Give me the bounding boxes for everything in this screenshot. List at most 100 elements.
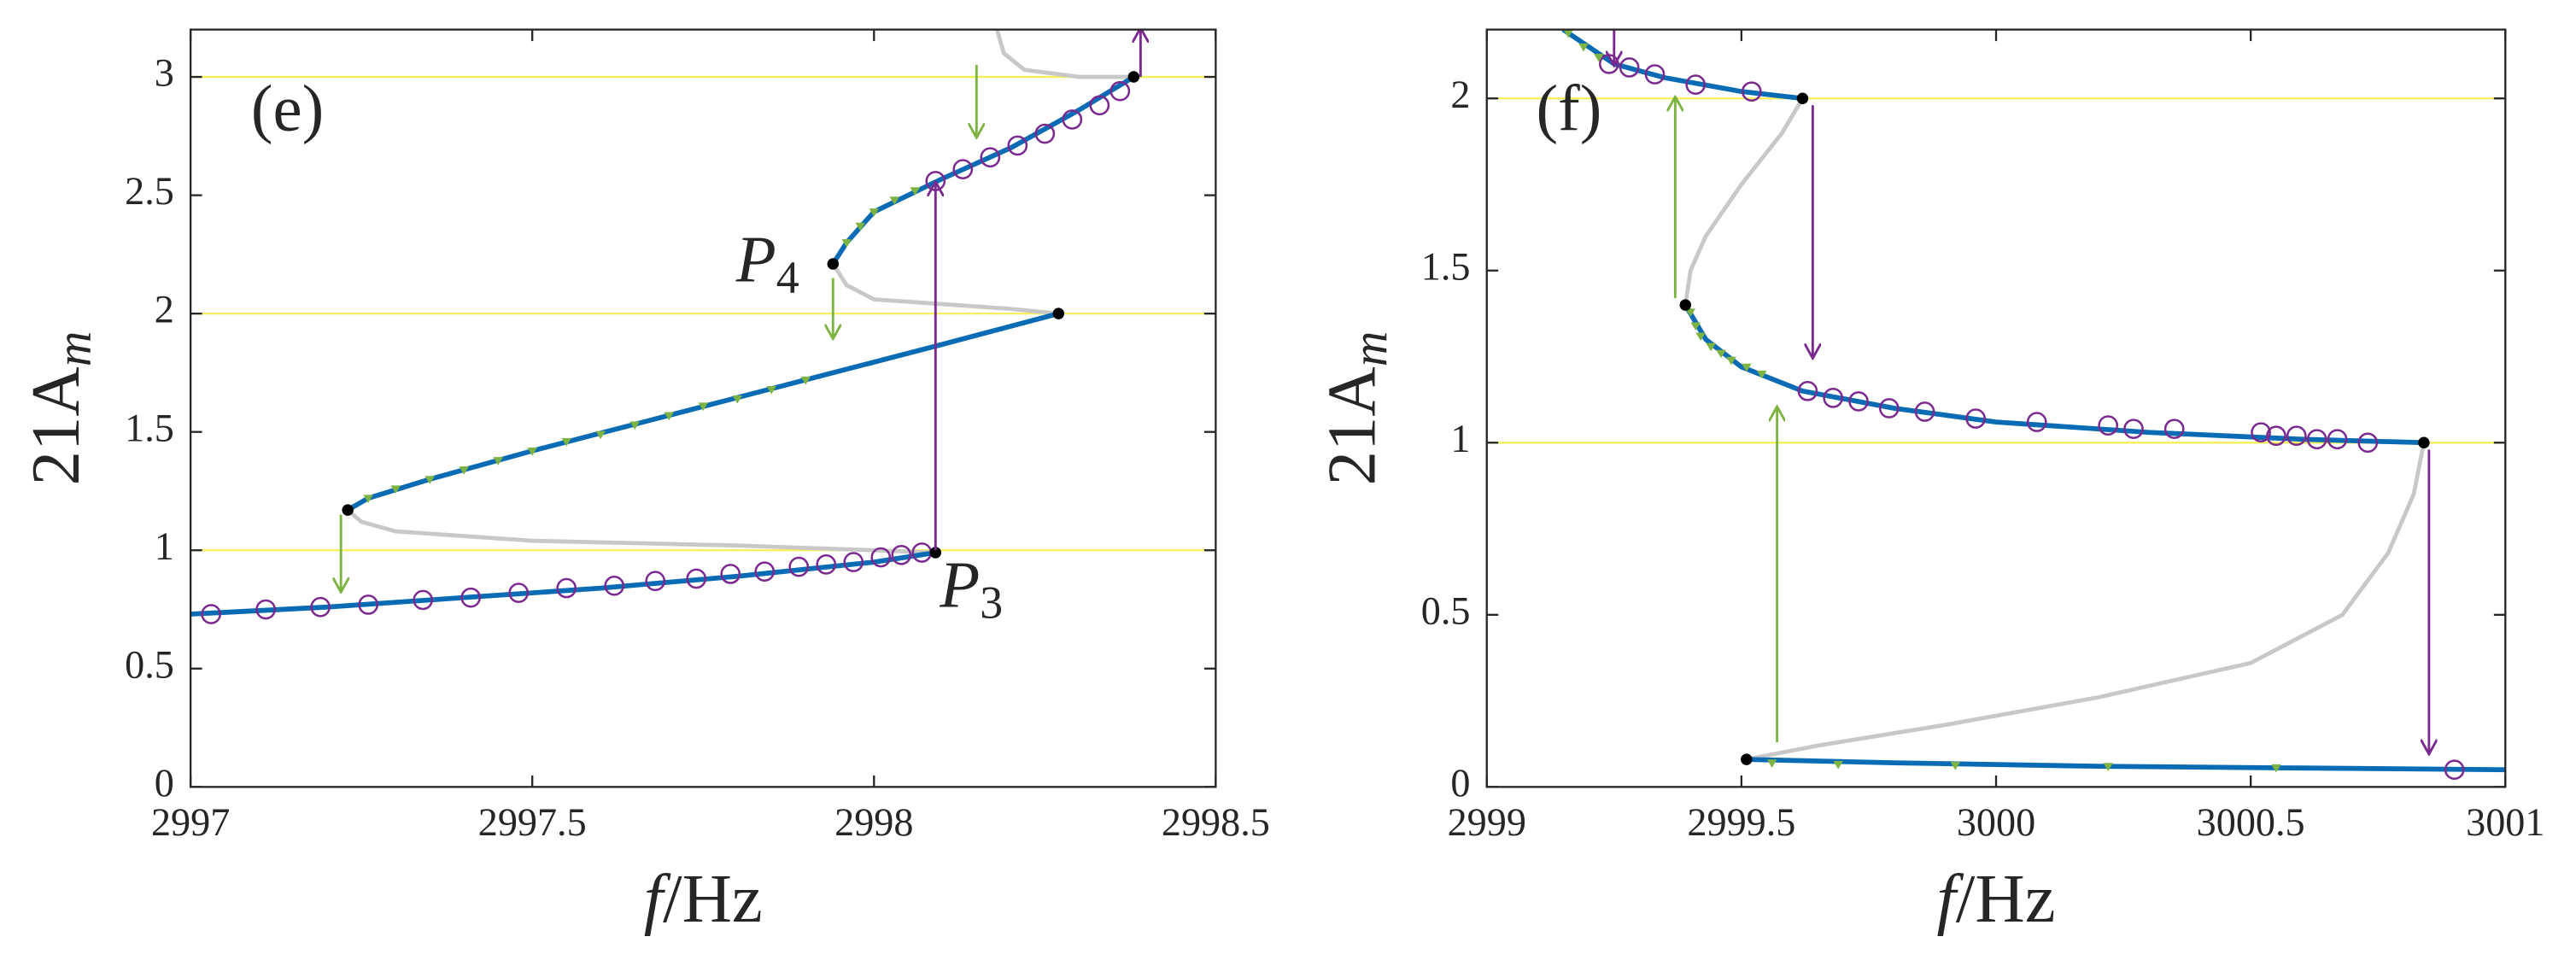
circle-marker [1965, 408, 1986, 429]
circle-marker [460, 587, 482, 608]
triangle-marker [1563, 29, 1573, 38]
circle-marker [754, 561, 776, 583]
y-axis-label: 21Am [1314, 331, 1397, 486]
unstable-branch [831, 262, 1059, 316]
x-axis-label-unit: /Hz [1956, 860, 2056, 936]
y-tick-label: 0 [1450, 761, 1470, 805]
circle-marker [1878, 398, 1900, 419]
point-label-main: P [939, 547, 980, 621]
turning-point [1679, 299, 1692, 311]
panel-label: (f) [1536, 71, 1601, 144]
triangle-marker [363, 495, 373, 504]
turning-point [1127, 71, 1140, 83]
circle-marker [870, 547, 892, 568]
x-tick-label: 3000 [1957, 800, 2035, 844]
circle-marker [1644, 64, 1666, 85]
circle-marker [2444, 759, 2465, 781]
y-tick-label: 1.5 [125, 406, 174, 449]
triangle-marker [390, 485, 401, 494]
circle-marker [508, 583, 530, 603]
circle-marker [2123, 419, 2144, 439]
triangle-marker [698, 402, 709, 411]
circle-marker [310, 596, 331, 618]
unstable-branch [995, 29, 1134, 79]
x-tick-label: 3001 [2466, 800, 2544, 844]
triangle-marker [1706, 342, 1716, 352]
y-tick-label: 2.5 [125, 169, 174, 213]
triangle-marker [1742, 363, 1752, 372]
triangle-marker [869, 208, 880, 217]
circle-marker [2286, 425, 2307, 447]
y-axis-label-sub: m [1344, 331, 1397, 367]
triangle-marker [855, 222, 866, 231]
triangle-marker [1594, 54, 1604, 62]
turning-point [1052, 307, 1065, 319]
stable-branch [1561, 29, 1803, 102]
triangle-marker [1756, 370, 1767, 379]
turning-point [1796, 92, 1809, 104]
x-axis-label: f/Hz [644, 860, 763, 936]
triangle-marker [889, 196, 900, 205]
point-label-main: P [735, 222, 776, 296]
circle-marker [1619, 57, 1640, 78]
turning-point [827, 258, 840, 270]
circle-marker [720, 564, 741, 584]
triangle-marker [1578, 43, 1589, 52]
turning-point [1741, 753, 1753, 765]
x-axis-label: f/Hz [1936, 860, 2055, 936]
y-tick-label: 1.5 [1421, 244, 1471, 288]
triangle-marker [732, 395, 743, 404]
axes-frame [1485, 28, 2507, 788]
triangle-marker [1695, 332, 1706, 342]
turning-point [2418, 436, 2430, 449]
unstable-branch [346, 508, 936, 555]
x-tick-label: 2999 [1448, 800, 1526, 844]
y-axis-label: 21Am [18, 331, 102, 486]
y-axis-label-main: 21A [1314, 366, 1390, 485]
triangle-marker [595, 430, 606, 440]
circle-marker [2026, 412, 2047, 432]
triangle-marker [1766, 759, 1777, 768]
triangle-marker [664, 412, 675, 421]
circle-marker [843, 552, 864, 572]
circle-marker [2357, 432, 2379, 454]
y-tick-label: 0 [155, 761, 174, 805]
circle-marker [1034, 123, 1056, 144]
triangle-marker [493, 457, 503, 465]
panel: 2997 2997.5 2998 2998.5 0 0.5 1 1.5 2 2.5 3 (e) f/Hz… [18, 28, 1270, 936]
x-tick-label: 2997 [151, 800, 230, 844]
circle-marker [255, 599, 276, 620]
circle-marker [1797, 381, 1818, 401]
triangle-marker [424, 476, 435, 484]
circle-marker [604, 575, 625, 596]
turning-point [342, 504, 354, 516]
triangle-marker [2271, 764, 2281, 773]
triangle-marker [459, 466, 469, 475]
triangle-marker [2103, 763, 2113, 771]
circle-marker [1109, 80, 1131, 102]
circle-marker [2327, 429, 2348, 450]
x-tick-label: 2998 [834, 800, 913, 844]
triangle-marker [561, 437, 571, 447]
y-tick-label: 0.5 [125, 642, 174, 686]
circle-marker [686, 568, 707, 589]
triangle-marker [1716, 349, 1726, 359]
circle-marker [358, 594, 378, 615]
y-tick-label: 1 [1450, 417, 1470, 460]
unstable-branch [1683, 97, 1805, 306]
x-axis-label-unit: /Hz [663, 860, 763, 936]
point-label: P4 [735, 222, 799, 303]
circle-marker [2251, 422, 2271, 443]
circle-marker [1089, 95, 1110, 116]
x-tick-label: 2998.5 [1162, 800, 1270, 844]
panel: 2999 2999.5 3000 3000.5 3001 0 0.5 1 1.5 2 (f) f/Hz… [1314, 28, 2544, 936]
x-tick-label: 3000.5 [2197, 800, 2305, 844]
circle-marker [645, 571, 666, 592]
x-tick-label: 2997.5 [478, 800, 587, 844]
plot-area [190, 29, 1216, 624]
circle-marker [1741, 81, 1762, 102]
circle-marker [952, 159, 974, 179]
circle-marker [201, 604, 221, 624]
